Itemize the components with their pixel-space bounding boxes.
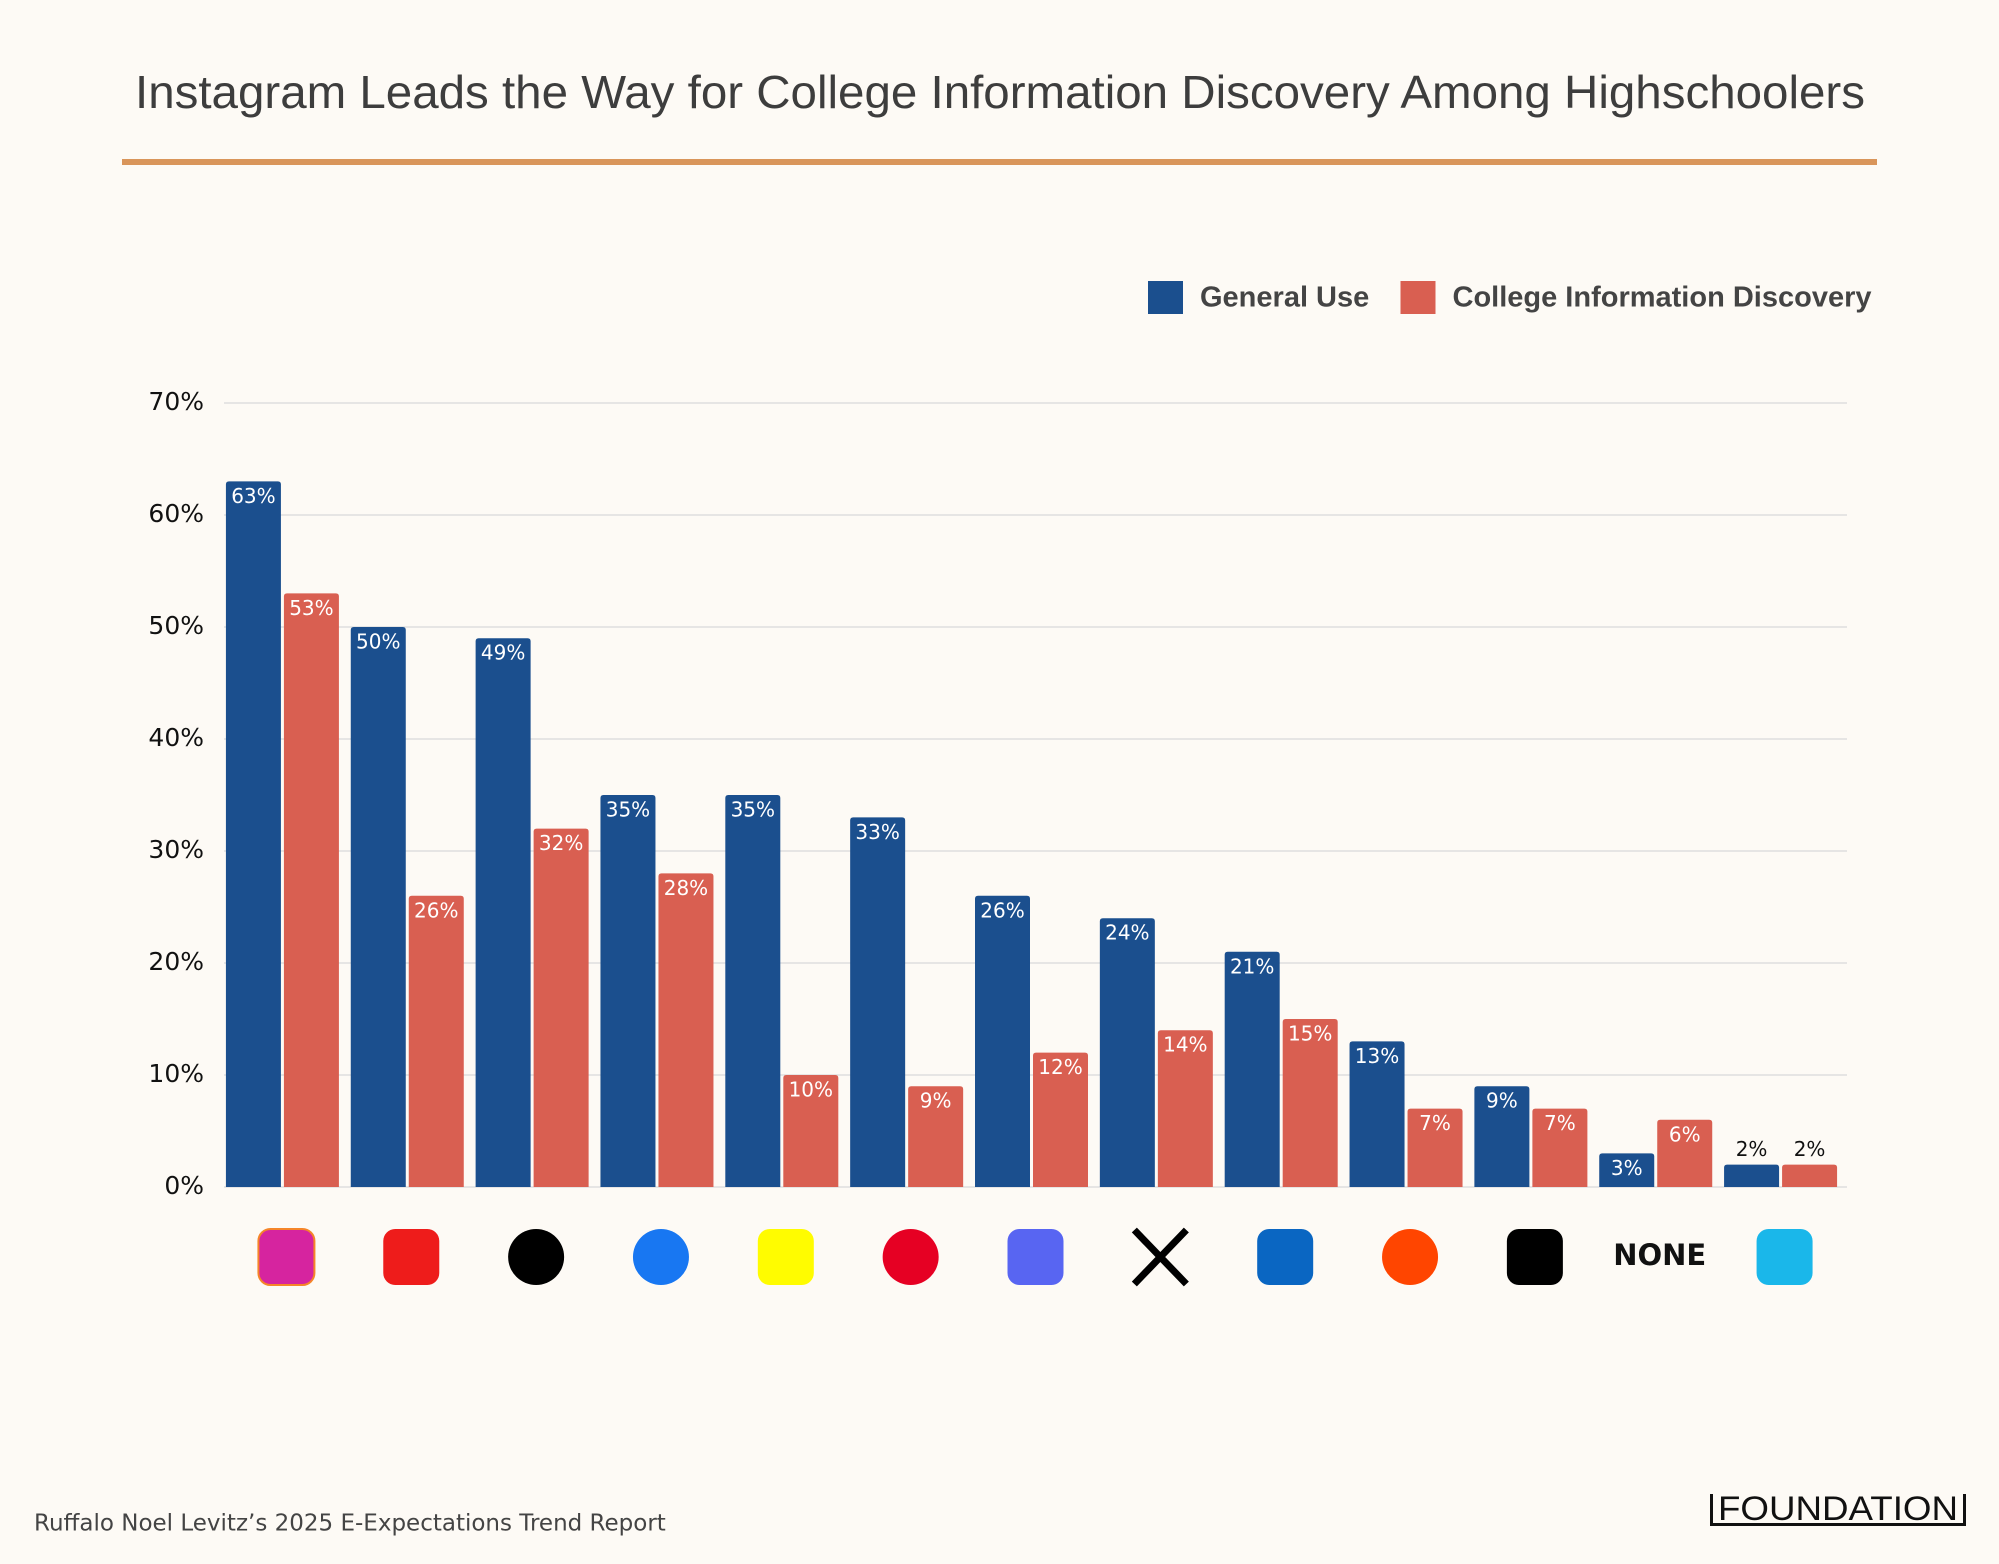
y-tick-label: 50%: [148, 611, 204, 640]
bar: [1532, 1108, 1588, 1187]
value-label: 6%: [1669, 1122, 1701, 1146]
y-tick-label: 40%: [148, 723, 204, 752]
value-label: 28%: [664, 876, 708, 900]
bar: [1724, 1164, 1780, 1187]
icon: [882, 1229, 939, 1285]
y-tick-label: 70%: [148, 387, 204, 416]
icon: [383, 1229, 440, 1285]
value-label: 9%: [920, 1089, 952, 1113]
bar: [283, 593, 339, 1187]
value-label: 10%: [789, 1078, 833, 1102]
bar: [1099, 918, 1155, 1187]
bar: [533, 828, 589, 1187]
y-tick-label: 0%: [164, 1171, 204, 1200]
value-label: 2%: [1794, 1137, 1826, 1161]
bar: [1474, 1086, 1530, 1187]
legend-swatch: [1148, 281, 1183, 314]
bar: [1157, 1030, 1213, 1187]
legend-label: General Use: [1200, 282, 1369, 314]
value-label: 13%: [1355, 1044, 1399, 1068]
value-label: 63%: [231, 484, 275, 508]
bar: [1657, 1119, 1713, 1187]
value-label: 24%: [1105, 921, 1149, 945]
bar: [725, 795, 781, 1187]
value-label: 32%: [539, 831, 583, 855]
value-label: 14%: [1163, 1033, 1207, 1057]
bar: [850, 817, 906, 1187]
icon: [1131, 1227, 1189, 1287]
bar: [1407, 1108, 1463, 1187]
logo: FOUNDATION: [1718, 1490, 1958, 1528]
value-label: 2%: [1736, 1137, 1768, 1161]
y-tick-label: 10%: [148, 1059, 204, 1088]
title-rule: [122, 159, 1877, 165]
y-tick-label: 20%: [148, 947, 204, 976]
value-label: 3%: [1611, 1156, 1643, 1180]
bar: [908, 1086, 964, 1187]
bar: [975, 895, 1030, 1187]
bar: [1782, 1164, 1838, 1187]
bar: [1224, 951, 1280, 1187]
icon: [1007, 1229, 1064, 1285]
value-label: 49%: [481, 641, 525, 665]
value-label: 7%: [1544, 1111, 1576, 1135]
value-label: 26%: [414, 898, 458, 922]
x-tick-label: NONE: [1613, 1238, 1706, 1272]
bar: [783, 1075, 839, 1187]
source: Ruffalo Noel Levitz’s 2025 E-Expectation…: [34, 1511, 666, 1537]
y-tick-label: 30%: [148, 835, 204, 864]
icon: [1506, 1229, 1563, 1285]
value-label: 15%: [1288, 1022, 1332, 1046]
icon: [1756, 1229, 1813, 1285]
bar: [1349, 1041, 1405, 1187]
value-label: 50%: [356, 630, 400, 654]
icon: [1382, 1229, 1439, 1285]
legend-swatch: [1400, 281, 1436, 314]
value-label: 12%: [1038, 1055, 1082, 1079]
value-label: 7%: [1419, 1111, 1451, 1135]
chart-title: Instagram Leads the Way for College Info…: [135, 66, 1865, 118]
legend-label: College Information Discovery: [1453, 282, 1872, 314]
icon: [257, 1228, 316, 1286]
bar: [1599, 1153, 1655, 1187]
icon: [632, 1229, 689, 1285]
bar: [658, 873, 714, 1187]
logo-bracket: [1710, 1494, 1713, 1526]
bar: [600, 795, 656, 1187]
value-label: 53%: [289, 596, 333, 620]
icon: [508, 1229, 565, 1285]
value-label: 35%: [731, 798, 775, 822]
icon: [1257, 1229, 1314, 1285]
bar: [408, 895, 464, 1187]
logo-bracket: [1963, 1494, 1966, 1526]
bar: [475, 638, 531, 1187]
bar: [225, 481, 281, 1187]
y-tick-label: 60%: [148, 499, 204, 528]
value-label: 35%: [606, 798, 650, 822]
icon: [757, 1229, 814, 1285]
logo-bracket: [1710, 1523, 1966, 1526]
bar: [1282, 1019, 1338, 1187]
value-label: 26%: [980, 898, 1024, 922]
value-label: 21%: [1230, 954, 1274, 978]
value-label: 9%: [1486, 1089, 1518, 1113]
bar: [1033, 1052, 1088, 1187]
value-label: 33%: [855, 820, 899, 844]
bar: [350, 627, 406, 1187]
